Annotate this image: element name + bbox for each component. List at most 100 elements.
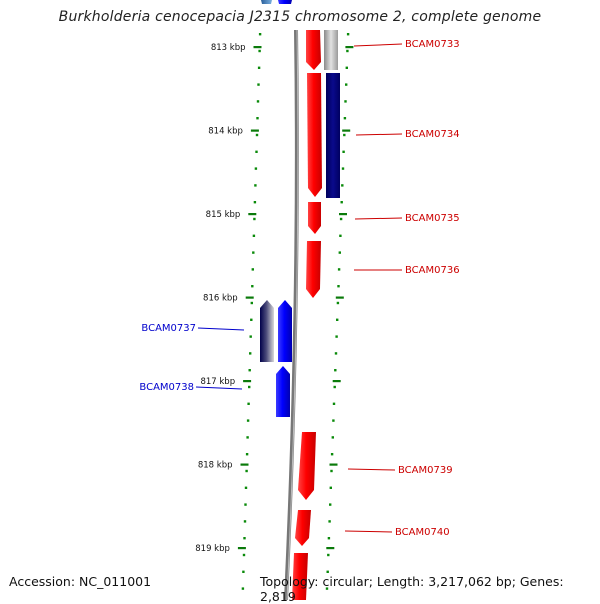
gene-arrow-bcam0737	[278, 300, 292, 362]
gene-label-bcam0739[interactable]: BCAM0739	[398, 465, 453, 476]
track-dot	[346, 33, 350, 36]
gene-label-bcam0733[interactable]: BCAM0733	[405, 39, 460, 50]
gene-label-bcam0737[interactable]: BCAM0737	[141, 323, 196, 334]
track-dot	[242, 553, 246, 557]
gene-arrow-bcam0735	[308, 202, 321, 234]
track-dot	[254, 184, 257, 187]
track-dot	[256, 100, 260, 103]
track-dot	[252, 251, 255, 254]
track-dot	[338, 251, 341, 254]
track-dot	[345, 83, 348, 86]
track-dot	[257, 83, 260, 86]
track-dot	[257, 66, 261, 69]
track-dot	[258, 49, 261, 53]
kbp-tick-label: 817 kbp	[200, 377, 235, 387]
gene-feature-partial	[292, 553, 308, 600]
track-dot	[345, 66, 348, 69]
gene-label-bcam0738[interactable]: BCAM0738	[139, 382, 194, 393]
kbp-tick	[326, 547, 335, 550]
track-dot	[246, 419, 250, 422]
kbp-tick	[332, 380, 341, 383]
track-dot	[332, 402, 336, 405]
kbp-tick	[345, 46, 354, 49]
kbp-tick	[339, 213, 347, 216]
gene-label-bcam0734[interactable]: BCAM0734	[405, 129, 460, 140]
track-dot	[245, 469, 248, 473]
chromosome-backbone	[284, 29, 299, 600]
gene-arrow-bcam0740	[295, 510, 311, 546]
track-dot	[243, 537, 246, 540]
gene-arrow-bcam0736	[306, 241, 321, 298]
track-dot	[255, 150, 258, 153]
track-dot	[327, 553, 330, 557]
track-dot	[336, 301, 340, 305]
track-dot	[328, 520, 331, 523]
chromosome-backbone-highlight	[286, 29, 299, 600]
track-dot	[339, 217, 343, 221]
kbp-tick	[253, 46, 262, 49]
leader-line-bcam0739	[347, 468, 396, 471]
gene-arrow-bcam0733	[306, 30, 321, 70]
track-dot	[326, 570, 329, 573]
track-dot	[245, 453, 249, 456]
track-dot	[341, 184, 344, 187]
gene-arrow-bcam0734-secondary	[326, 73, 340, 198]
gene-feature-partial	[261, 0, 272, 4]
track-dot	[251, 268, 254, 271]
kbp-tick	[342, 129, 351, 132]
gene-label-bcam0740[interactable]: BCAM0740	[395, 527, 450, 538]
kbp-tick	[240, 463, 249, 466]
kbp-tick	[245, 296, 254, 299]
track-dot	[329, 503, 332, 506]
track-dot	[247, 402, 250, 405]
gene-feature-partial	[278, 0, 292, 4]
track-dot	[335, 335, 338, 338]
track-dot	[333, 385, 336, 389]
gene-arrow-bcam0738	[276, 366, 290, 417]
track-dot	[346, 49, 349, 53]
track-dot	[243, 520, 247, 523]
track-dot	[332, 419, 335, 422]
track-dot	[331, 436, 334, 439]
track-dot	[253, 201, 257, 204]
track-dot	[337, 285, 340, 288]
leader-line-bcam0733	[353, 43, 403, 47]
gene-label-bcam0736[interactable]: BCAM0736	[405, 265, 460, 276]
kbp-tick-label: 815 kbp	[206, 210, 241, 220]
leader-line-bcam0740	[344, 530, 393, 533]
track-dot	[249, 335, 252, 338]
track-dot	[334, 369, 337, 372]
accession-label: Accession: NC_011001	[9, 574, 152, 589]
track-dot	[248, 369, 251, 372]
track-dot	[258, 33, 262, 36]
track-dot	[241, 587, 245, 590]
kbp-tick	[329, 463, 338, 466]
track-dot	[255, 133, 259, 137]
track-dot	[244, 486, 248, 489]
kbp-tick-label: 814 kbp	[208, 127, 243, 137]
kbp-tick	[250, 129, 259, 132]
track-dot	[334, 352, 338, 355]
track-dot	[327, 537, 331, 540]
gene-arrow-bcam0739	[298, 432, 316, 500]
track-dot	[246, 436, 249, 439]
track-dot	[242, 570, 245, 573]
track-dot	[343, 133, 346, 137]
track-dot	[329, 486, 332, 489]
gene-label-bcam0735[interactable]: BCAM0735	[405, 213, 460, 224]
right-dot-track	[325, 33, 350, 590]
track-dot	[250, 301, 253, 305]
leader-line-bcam0735	[354, 217, 403, 220]
track-dot	[343, 117, 347, 120]
track-dot	[330, 469, 333, 473]
track-dot	[254, 167, 258, 170]
kbp-tick-label: 816 kbp	[203, 294, 238, 304]
kbp-tick-label: 813 kbp	[211, 43, 246, 53]
left-dot-track	[241, 33, 262, 590]
track-dot	[249, 352, 252, 355]
track-dot	[330, 453, 334, 456]
leader-line-bcam0737	[197, 327, 245, 331]
kbp-tick	[248, 213, 257, 216]
